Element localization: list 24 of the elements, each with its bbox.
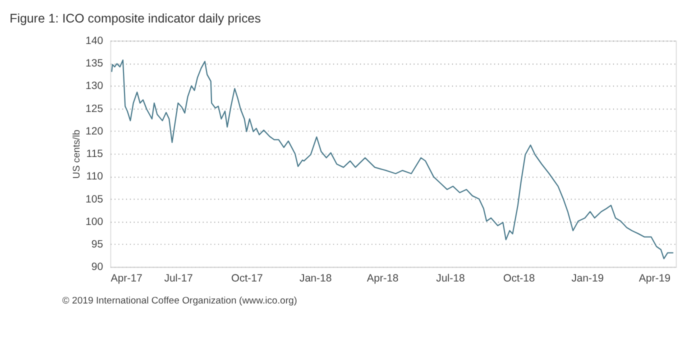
y-tick-label: 140 — [85, 34, 104, 47]
x-tick-label: Jan-19 — [572, 272, 604, 285]
y-tick-label: 95 — [91, 238, 104, 251]
x-tick-label: Jul-17 — [164, 272, 194, 285]
x-tick-label: Oct-17 — [231, 272, 264, 285]
y-tick-label: 120 — [85, 125, 104, 138]
y-tick-label: 135 — [85, 58, 104, 70]
x-tick-label: Apr-19 — [638, 272, 671, 285]
y-tick-label: 130 — [85, 80, 104, 92]
y-tick-label: 125 — [85, 102, 104, 115]
y-tick-label: 115 — [86, 148, 104, 160]
x-tick-label: Jan-18 — [300, 272, 332, 285]
y-axis-title: US cents/lb — [72, 130, 83, 179]
chart-title: Figure 1: ICO composite indicator daily prices — [10, 11, 261, 26]
y-tick-label: 105 — [85, 193, 104, 206]
y-tick-label: 90 — [91, 261, 104, 274]
x-tick-label: Jul-18 — [436, 272, 465, 285]
line-series — [111, 59, 674, 260]
y-tick-label: 110 — [86, 170, 104, 183]
x-tick-label: Oct-18 — [503, 272, 536, 285]
x-tick-label: Apr-18 — [366, 272, 399, 285]
text: © 2019 International Coffee Organization (www.ico.org) — [62, 295, 298, 306]
x-tick-label: Apr-17 — [110, 272, 142, 285]
y-tick-label: 100 — [85, 216, 104, 228]
